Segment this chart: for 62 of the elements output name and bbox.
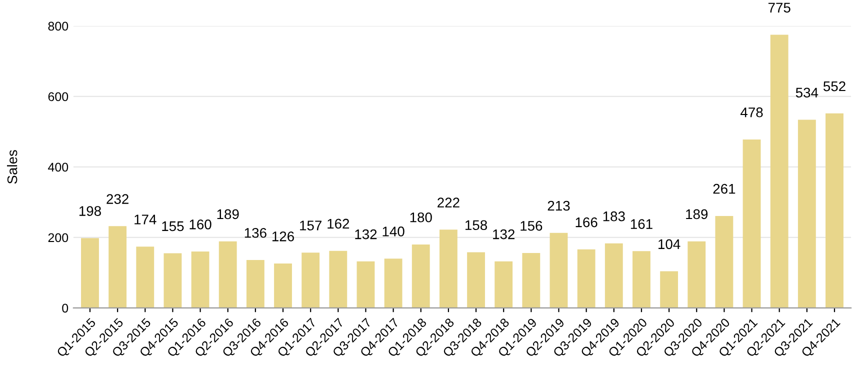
y-tick-label: 600 — [48, 92, 68, 102]
y-tick-label: 400 — [48, 162, 68, 172]
data-label: 189 — [686, 209, 708, 220]
bar — [577, 249, 596, 308]
bar — [467, 252, 485, 308]
bar — [770, 34, 788, 308]
data-label: 132 — [355, 229, 377, 240]
data-label: 158 — [466, 220, 488, 230]
data-label: 126 — [272, 231, 294, 242]
bar — [632, 251, 650, 308]
data-label: 104 — [658, 239, 680, 250]
data-label: 198 — [79, 206, 101, 216]
bar — [494, 261, 513, 308]
data-label: 222 — [438, 198, 460, 208]
bar — [329, 250, 348, 308]
bar — [384, 258, 402, 308]
bar — [688, 241, 706, 308]
y-tick-label: 0 — [62, 304, 68, 313]
bar — [522, 252, 540, 308]
data-label: 478 — [740, 107, 763, 118]
bar — [191, 252, 210, 308]
bar — [826, 113, 844, 308]
bar — [302, 252, 320, 308]
bar — [164, 253, 182, 308]
data-label: 232 — [106, 194, 128, 204]
bar — [742, 139, 761, 308]
data-label: 174 — [134, 214, 156, 224]
bar — [136, 246, 154, 308]
bar — [274, 264, 292, 308]
data-label: 157 — [300, 220, 322, 230]
data-label: 213 — [548, 200, 570, 211]
data-label: 189 — [217, 209, 239, 220]
data-label: 156 — [520, 220, 542, 231]
data-label: 161 — [630, 219, 652, 229]
bar — [81, 238, 99, 308]
bar — [798, 120, 816, 308]
data-label: 136 — [244, 228, 266, 238]
data-label: 140 — [382, 226, 404, 236]
bar — [246, 260, 264, 308]
bar — [550, 232, 568, 308]
data-label: 160 — [190, 220, 212, 230]
data-label: 132 — [493, 229, 514, 240]
data-label: 183 — [603, 211, 625, 222]
data-label: 180 — [410, 212, 432, 222]
bar — [715, 216, 734, 308]
bar — [218, 241, 237, 308]
bar — [660, 271, 678, 308]
y-axis-title: Sales — [7, 150, 18, 184]
data-label: 162 — [328, 218, 350, 229]
bar — [412, 244, 430, 308]
y-tick-label: 800 — [48, 22, 68, 31]
data-label: 534 — [796, 88, 818, 98]
data-label: 552 — [823, 81, 846, 92]
bar — [356, 261, 375, 308]
data-label: 261 — [713, 184, 736, 194]
data-label: 166 — [576, 217, 598, 228]
data-label: 155 — [162, 221, 184, 232]
data-label: 775 — [768, 2, 790, 13]
bar — [604, 243, 623, 308]
y-tick-label: 200 — [48, 233, 68, 242]
bar — [108, 226, 127, 308]
bar — [439, 230, 458, 308]
